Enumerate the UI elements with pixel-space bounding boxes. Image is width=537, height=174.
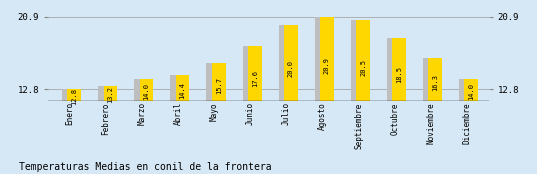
Bar [134, 78, 141, 174]
Text: 15.7: 15.7 [216, 77, 222, 94]
Text: 16.3: 16.3 [432, 74, 438, 91]
Text: 20.5: 20.5 [360, 59, 366, 76]
Bar [243, 46, 249, 174]
Bar [315, 17, 321, 174]
Bar [320, 17, 334, 174]
Bar [212, 63, 226, 174]
Bar [104, 86, 117, 174]
Bar [356, 20, 370, 174]
Bar [62, 89, 69, 174]
Text: 14.4: 14.4 [179, 82, 186, 98]
Text: 17.6: 17.6 [252, 69, 258, 86]
Text: 18.5: 18.5 [396, 66, 402, 83]
Bar [459, 78, 466, 174]
Bar [279, 25, 285, 174]
Bar [140, 78, 154, 174]
Bar [465, 78, 478, 174]
Bar [98, 86, 105, 174]
Bar [387, 38, 394, 174]
Bar [170, 75, 177, 174]
Text: 12.8: 12.8 [71, 88, 77, 105]
Bar [429, 58, 442, 174]
Text: 20.0: 20.0 [288, 61, 294, 77]
Text: Temperaturas Medias en conil de la frontera: Temperaturas Medias en conil de la front… [19, 162, 271, 172]
Text: 13.2: 13.2 [107, 86, 113, 103]
Bar [423, 58, 430, 174]
Bar [68, 89, 81, 174]
Text: 14.0: 14.0 [143, 83, 149, 100]
Bar [206, 63, 213, 174]
Bar [393, 38, 406, 174]
Bar [351, 20, 357, 174]
Bar [284, 25, 297, 174]
Text: 14.0: 14.0 [468, 83, 474, 100]
Bar [248, 46, 262, 174]
Text: 20.9: 20.9 [324, 57, 330, 74]
Bar [176, 75, 190, 174]
